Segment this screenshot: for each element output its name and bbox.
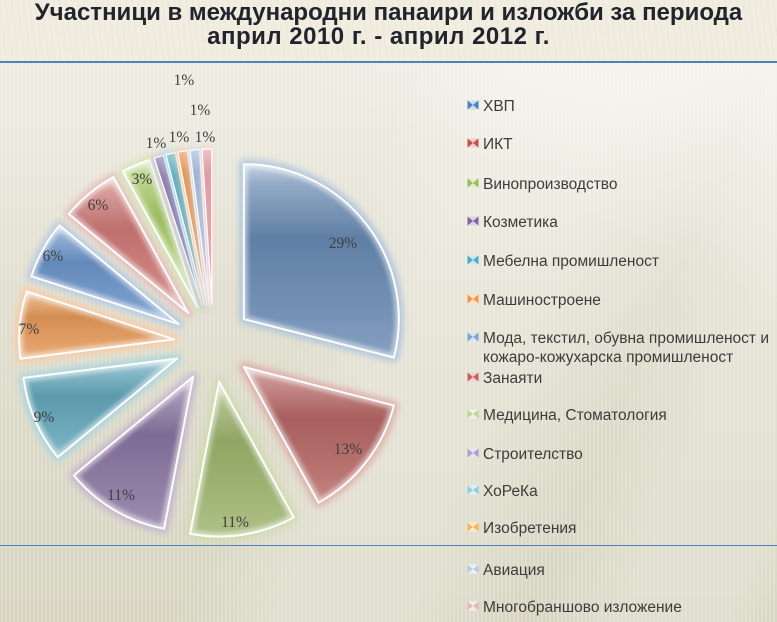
svg-text:13%: 13% xyxy=(334,441,363,458)
svg-text:1%: 1% xyxy=(146,135,167,152)
svg-text:6%: 6% xyxy=(43,248,64,265)
svg-text:7%: 7% xyxy=(19,321,40,338)
svg-text:3%: 3% xyxy=(132,171,153,188)
svg-text:1%: 1% xyxy=(169,129,190,146)
svg-text:1%: 1% xyxy=(195,129,216,146)
svg-text:6%: 6% xyxy=(88,197,109,214)
svg-text:11%: 11% xyxy=(107,487,135,504)
svg-text:9%: 9% xyxy=(34,409,55,426)
svg-text:1%: 1% xyxy=(190,102,211,119)
svg-text:11%: 11% xyxy=(221,514,249,531)
svg-text:1%: 1% xyxy=(174,72,195,89)
svg-text:29%: 29% xyxy=(329,235,358,252)
